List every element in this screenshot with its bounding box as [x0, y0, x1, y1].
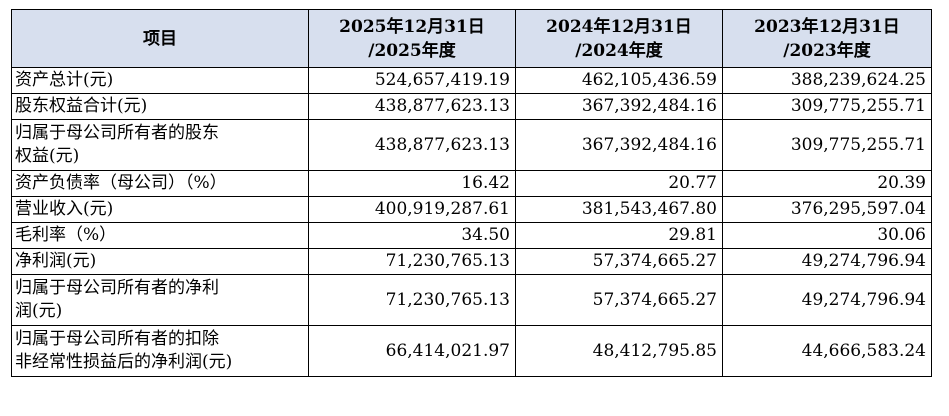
value-cell-2025: 71,230,765.13: [308, 274, 516, 326]
value-cell-2025: 400,919,287.61: [308, 196, 516, 223]
row-parent-net-profit-deducted: 归属于母公司所有者的扣除 非经常性损益后的净利润(元) 66,414,021.97 4…: [11, 325, 932, 377]
value-cell-2023: 309,775,255.71: [722, 93, 932, 120]
header-col-2023: 2023年12月31日 /2023年度: [722, 9, 932, 68]
value-cell-2023: 20.39: [722, 170, 932, 197]
row-label-line: 归属于母公司所有者的净利: [15, 278, 219, 298]
row-label: 归属于母公司所有者的扣除 非经常性损益后的净利润(元): [11, 325, 309, 377]
financial-summary-table: 项目 2025年12月31日 /2025年度 2024年12月31日 /2024…: [11, 9, 932, 377]
header-year-2024: /2024年度: [575, 40, 663, 61]
value-cell-2023: 49,274,796.94: [722, 248, 932, 275]
value-cell-2025: 34.50: [308, 222, 516, 249]
value-cell-2023: 376,295,597.04: [722, 196, 932, 223]
row-revenue: 营业收入(元) 400,919,287.61 381,543,467.80 376,2…: [11, 196, 932, 223]
value-cell-2023: 30.06: [722, 222, 932, 249]
value-cell-2024: 367,392,484.16: [515, 93, 723, 120]
row-label-line: 资产总计(元): [15, 70, 114, 90]
value-cell-2023: 49,274,796.94: [722, 274, 932, 326]
row-label: 归属于母公司所有者的股东 权益(元): [11, 119, 309, 171]
value-cell-2024: 48,412,795.85: [515, 325, 723, 377]
header-date-2025: 2025年12月31日: [339, 16, 485, 37]
row-label-line: 毛利率（%）: [15, 225, 117, 245]
value-cell-2024: 20.77: [515, 170, 723, 197]
value-cell-2025: 16.42: [308, 170, 516, 197]
row-label-line: 权益(元): [15, 146, 80, 166]
row-label: 资产负债率（母公司）（%）: [11, 170, 309, 197]
row-net-profit: 净利润(元) 71,230,765.13 57,374,665.27 49,274,7…: [11, 248, 932, 275]
row-label-line: 归属于母公司所有者的股东: [15, 123, 219, 143]
value-cell-2025: 71,230,765.13: [308, 248, 516, 275]
row-label-line: 润(元): [15, 301, 63, 321]
row-label: 营业收入(元): [11, 196, 309, 223]
table-header: 项目 2025年12月31日 /2025年度 2024年12月31日 /2024…: [11, 9, 932, 68]
header-item: 项目: [11, 9, 309, 68]
row-parent-equity: 归属于母公司所有者的股东 权益(元) 438,877,623.13 367,392,4…: [11, 119, 932, 171]
value-cell-2023: 44,666,583.24: [722, 325, 932, 377]
row-label-line: 归属于母公司所有者的扣除: [15, 329, 219, 349]
header-date-2023: 2023年12月31日: [754, 16, 900, 37]
header-year-2023: /2023年度: [783, 40, 871, 61]
row-label: 股东权益合计(元): [11, 93, 309, 120]
value-cell-2023: 388,239,624.25: [722, 67, 932, 94]
value-cell-2025: 524,657,419.19: [308, 67, 516, 94]
row-parent-net-profit: 归属于母公司所有者的净利 润(元) 71,230,765.13 57,374,665.…: [11, 274, 932, 326]
row-label: 资产总计(元): [11, 67, 309, 94]
header-row: 项目 2025年12月31日 /2025年度 2024年12月31日 /2024…: [11, 9, 932, 68]
value-cell-2024: 381,543,467.80: [515, 196, 723, 223]
row-total-assets: 资产总计(元) 524,657,419.19 462,105,436.59 388,2…: [11, 67, 932, 94]
value-cell-2024: 367,392,484.16: [515, 119, 723, 171]
value-cell-2025: 438,877,623.13: [308, 93, 516, 120]
row-label-line: 非经常性损益后的净利润(元): [15, 352, 233, 372]
value-cell-2024: 57,374,665.27: [515, 274, 723, 326]
row-label-line: 股东权益合计(元): [15, 96, 148, 116]
row-label: 归属于母公司所有者的净利 润(元): [11, 274, 309, 326]
row-label-line: 营业收入(元): [15, 199, 114, 219]
value-cell-2024: 57,374,665.27: [515, 248, 723, 275]
header-date-2024: 2024年12月31日: [546, 16, 692, 37]
row-label-line: 净利润(元): [15, 251, 97, 271]
header-col-2024: 2024年12月31日 /2024年度: [515, 9, 723, 68]
value-cell-2025: 66,414,021.97: [308, 325, 516, 377]
row-label-line: 资产负债率（母公司）（%）: [15, 173, 227, 193]
table-body: 资产总计(元) 524,657,419.19 462,105,436.59 388,2…: [11, 67, 932, 377]
row-label: 毛利率（%）: [11, 222, 309, 249]
value-cell-2024: 462,105,436.59: [515, 67, 723, 94]
row-debt-ratio: 资产负债率（母公司）（%） 16.42 20.77 20.39: [11, 170, 932, 197]
value-cell-2023: 309,775,255.71: [722, 119, 932, 171]
row-total-equity: 股东权益合计(元) 438,877,623.13 367,392,484.16 309…: [11, 93, 932, 120]
header-col-2025: 2025年12月31日 /2025年度: [308, 9, 516, 68]
value-cell-2025: 438,877,623.13: [308, 119, 516, 171]
value-cell-2024: 29.81: [515, 222, 723, 249]
header-year-2025: /2025年度: [368, 40, 456, 61]
row-gross-margin: 毛利率（%） 34.50 29.81 30.06: [11, 222, 932, 249]
row-label: 净利润(元): [11, 248, 309, 275]
